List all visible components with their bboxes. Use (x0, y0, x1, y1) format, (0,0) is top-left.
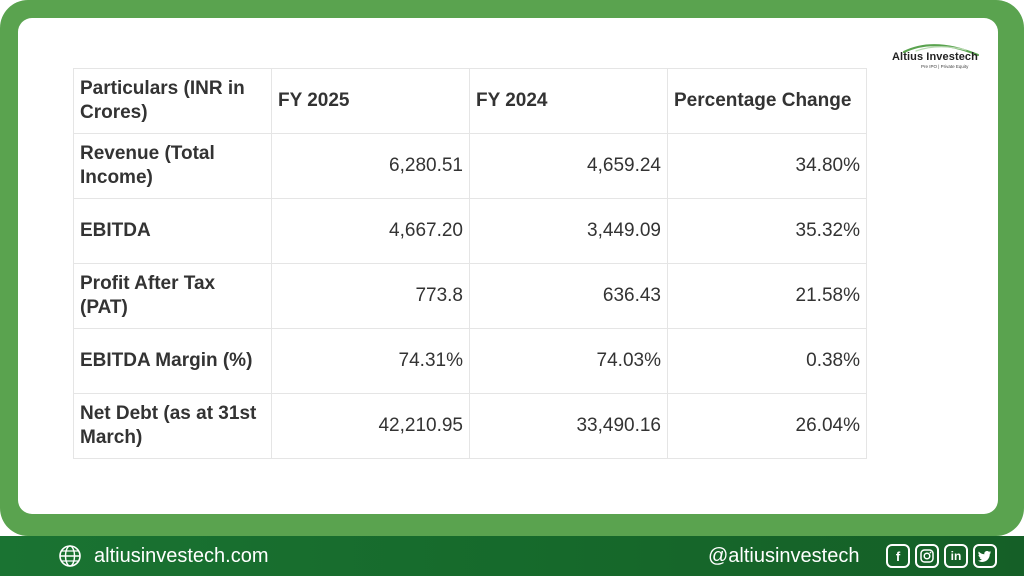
facebook-icon[interactable]: f (886, 544, 910, 568)
linkedin-icon[interactable]: in (944, 544, 968, 568)
percentage-change: 21.58% (667, 263, 867, 329)
twitter-icon[interactable] (973, 544, 997, 568)
fy2025-value: 773.8 (271, 263, 470, 329)
row-label: EBITDA Margin (%) (73, 328, 272, 394)
slide-frame: Altius Investech Pre IPO | Private Equit… (0, 0, 1024, 536)
fy2025-value: 4,667.20 (271, 198, 470, 264)
fy2024-value: 636.43 (469, 263, 668, 329)
fy2024-value: 33,490.16 (469, 393, 668, 459)
fy2025-value: 42,210.95 (271, 393, 470, 459)
logo-arc-icon (902, 44, 980, 57)
percentage-change: 34.80% (667, 133, 867, 199)
row-label: Profit After Tax (PAT) (73, 263, 272, 329)
percentage-change: 0.38% (667, 328, 867, 394)
table-header-row: Particulars (INR in Crores) FY 2025 FY 2… (73, 68, 867, 134)
fy2025-value: 6,280.51 (271, 133, 470, 199)
social-handle[interactable]: @altiusinvestech (708, 545, 860, 567)
financial-table: Particulars (INR in Crores) FY 2025 FY 2… (73, 68, 867, 459)
header-percentage-change: Percentage Change (667, 68, 867, 134)
table-row: EBITDA 4,667.20 3,449.09 35.32% (73, 198, 867, 264)
header-fy2024: FY 2024 (469, 68, 668, 134)
row-label: Revenue (Total Income) (73, 133, 272, 199)
header-fy2025: FY 2025 (271, 68, 470, 134)
row-label: Net Debt (as at 31st March) (73, 393, 272, 459)
table-row: Net Debt (as at 31st March) 42,210.95 33… (73, 393, 867, 459)
fy2025-value: 74.31% (271, 328, 470, 394)
table-row: Revenue (Total Income) 6,280.51 4,659.24… (73, 133, 867, 199)
fy2024-value: 4,659.24 (469, 133, 668, 199)
website-link[interactable]: altiusinvestech.com (94, 545, 269, 567)
fy2024-value: 74.03% (469, 328, 668, 394)
fy2024-value: 3,449.09 (469, 198, 668, 264)
row-label: EBITDA (73, 198, 272, 264)
instagram-icon[interactable] (915, 544, 939, 568)
footer-bar: altiusinvestech.com @altiusinvestech f i… (0, 536, 1024, 576)
globe-icon (59, 545, 81, 567)
brand-name: Altius Investech (892, 51, 978, 63)
percentage-change: 26.04% (667, 393, 867, 459)
table-row: Profit After Tax (PAT) 773.8 636.43 21.5… (73, 263, 867, 329)
brand-tagline: Pre IPO | Private Equity (921, 64, 969, 69)
table-row: EBITDA Margin (%) 74.31% 74.03% 0.38% (73, 328, 867, 394)
brand-logo: Altius Investech Pre IPO | Private Equit… (886, 35, 982, 69)
header-particulars: Particulars (INR in Crores) (73, 68, 272, 134)
percentage-change: 35.32% (667, 198, 867, 264)
